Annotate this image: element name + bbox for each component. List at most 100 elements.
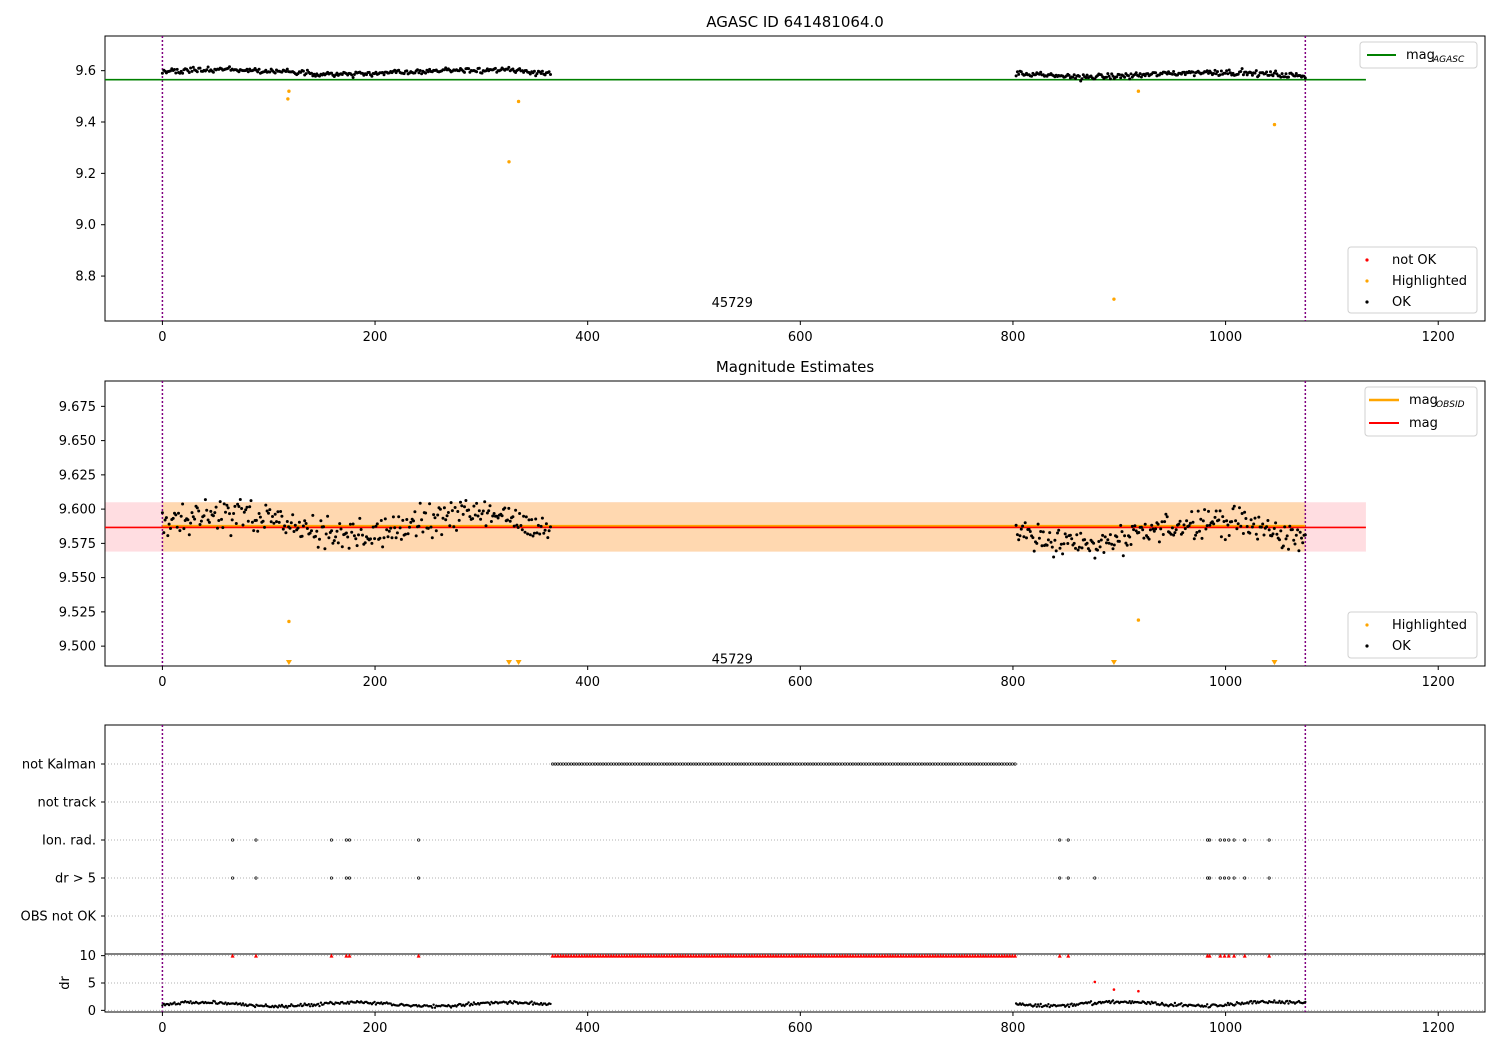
- magnitude-ok-point: [1040, 544, 1044, 548]
- agasc-xtick-label: 1200: [1422, 330, 1455, 345]
- magnitude-ok-point: [1238, 506, 1241, 510]
- dr-saturated-marker: [763, 953, 768, 958]
- dr-saturated-marker: [574, 953, 579, 958]
- dr-saturated-marker: [1226, 953, 1231, 958]
- magnitude-ok-point: [191, 515, 195, 519]
- agasc-ok-point: [1271, 74, 1275, 78]
- magnitude-ok-point: [289, 521, 293, 525]
- dr-saturated-marker: [946, 953, 951, 958]
- magnitude-ok-point: [224, 510, 227, 514]
- magnitude-ok-point: [1170, 526, 1174, 530]
- dr-point: [1089, 1000, 1093, 1003]
- dr-saturated-marker: [983, 953, 988, 958]
- magnitude-ok-point: [1053, 538, 1057, 542]
- agasc-ok-point: [1138, 72, 1142, 76]
- agasc-ok-point: [1170, 72, 1174, 76]
- flag-marker: [726, 762, 730, 766]
- magnitude-ok-point: [500, 514, 504, 518]
- dr-axis-label: dr: [58, 976, 73, 990]
- dr-point: [1039, 1002, 1042, 1006]
- agasc-ok-point: [463, 70, 466, 74]
- magnitude-ok-point: [1208, 523, 1212, 527]
- dr-saturated-marker: [848, 953, 853, 958]
- agasc-ok-point: [420, 72, 424, 76]
- dr-saturated-marker: [555, 953, 560, 958]
- agasc-ok-point: [549, 73, 552, 76]
- agasc-ok-point: [1207, 71, 1210, 75]
- magnitude-ok-point: [241, 523, 245, 527]
- dr-saturated-marker: [781, 953, 786, 958]
- dr-saturated-marker: [898, 953, 903, 958]
- magnitude-ok-point: [1217, 518, 1221, 522]
- dr-panel: 0 200 400 600 800 1000 1200 0 5 10 dr: [58, 949, 1486, 1036]
- magnitude-ok-point: [1074, 546, 1077, 550]
- magnitude-xtick-label: 800: [1001, 675, 1026, 690]
- dr-xtick-label: 600: [788, 1021, 813, 1036]
- dr-saturated-marker: [885, 953, 890, 958]
- dr-point: [1173, 1001, 1177, 1005]
- magnitude-ok-point: [378, 536, 382, 540]
- dr-saturated-marker: [1207, 953, 1212, 958]
- dr-saturated-marker: [734, 953, 738, 958]
- magnitude-ok-point: [394, 536, 398, 540]
- dr-saturated-marker: [813, 953, 818, 958]
- magnitude-ok-point: [1099, 538, 1103, 542]
- dr-saturated-marker: [726, 953, 730, 958]
- magnitude-ok-point: [460, 504, 464, 508]
- flag-marker: [912, 762, 916, 766]
- dr-point: [1253, 1000, 1257, 1003]
- dr-saturated-marker: [1057, 953, 1062, 958]
- dr-saturated-marker: [654, 953, 659, 958]
- magnitude-ok-point: [354, 537, 358, 541]
- magnitude-ok-point: [1192, 537, 1196, 541]
- dr-saturated-marker: [936, 953, 940, 958]
- magnitude-ok-point: [1156, 522, 1160, 526]
- magnitude-ok-point: [1232, 504, 1236, 508]
- magnitude-ok-point: [214, 505, 218, 509]
- dr-point: [506, 1002, 509, 1006]
- agasc-ok-point: [1228, 71, 1232, 75]
- magnitude-ok-point: [436, 513, 440, 517]
- magnitude-ok-point: [1031, 536, 1035, 540]
- magnitude-ok-point: [288, 526, 292, 530]
- dr-xtick-label: 800: [1001, 1021, 1026, 1036]
- magnitude-ok-point: [385, 528, 389, 532]
- agasc-ok-point: [1241, 73, 1245, 77]
- agasc-ok-point: [1111, 74, 1115, 78]
- magnitude-ok-point: [1245, 525, 1249, 528]
- magnitude-ok-point: [263, 525, 266, 529]
- magnitude-ok-point: [369, 537, 372, 541]
- dr-saturated-marker: [1267, 953, 1272, 958]
- dr-saturated-marker: [930, 953, 935, 958]
- magnitude-ok-point: [1205, 524, 1209, 528]
- dr-saturated-marker: [606, 953, 611, 958]
- agasc-ytick-label: 9.4: [75, 116, 96, 131]
- magnitude-ok-point: [1075, 533, 1079, 537]
- magnitude-ok-point: [248, 505, 252, 509]
- magnitude-ok-point: [1056, 531, 1059, 535]
- magnitude-ok-point: [213, 511, 217, 515]
- magnitude-ok-point: [351, 522, 355, 526]
- agasc-ok-point: [1115, 75, 1119, 79]
- flag-marker: [1222, 838, 1227, 842]
- agasc-ok-point: [351, 76, 355, 79]
- dr-point: [511, 1002, 515, 1005]
- dr-point: [322, 1003, 325, 1006]
- agasc-ok-point: [1172, 70, 1176, 73]
- magnitude-ok-point: [1079, 531, 1083, 535]
- dr-point: [310, 1002, 313, 1006]
- agasc-ok-point: [416, 68, 419, 72]
- magnitude-ok-point: [1045, 543, 1049, 547]
- magnitude-ok-point: [448, 524, 452, 528]
- dr-saturated-marker: [1242, 953, 1247, 958]
- magnitude-ok-point: [1235, 527, 1239, 531]
- dr-point: [1283, 1002, 1286, 1005]
- dr-saturated-marker: [686, 953, 691, 958]
- magnitude-ok-point: [182, 527, 186, 531]
- flag-marker: [774, 762, 778, 766]
- dr-xtick-label: 1200: [1422, 1021, 1455, 1036]
- flag-marker: [1208, 876, 1212, 880]
- dr-point: [487, 1001, 490, 1004]
- magnitude-ok-point: [453, 506, 457, 509]
- dr-saturated-marker: [954, 953, 959, 958]
